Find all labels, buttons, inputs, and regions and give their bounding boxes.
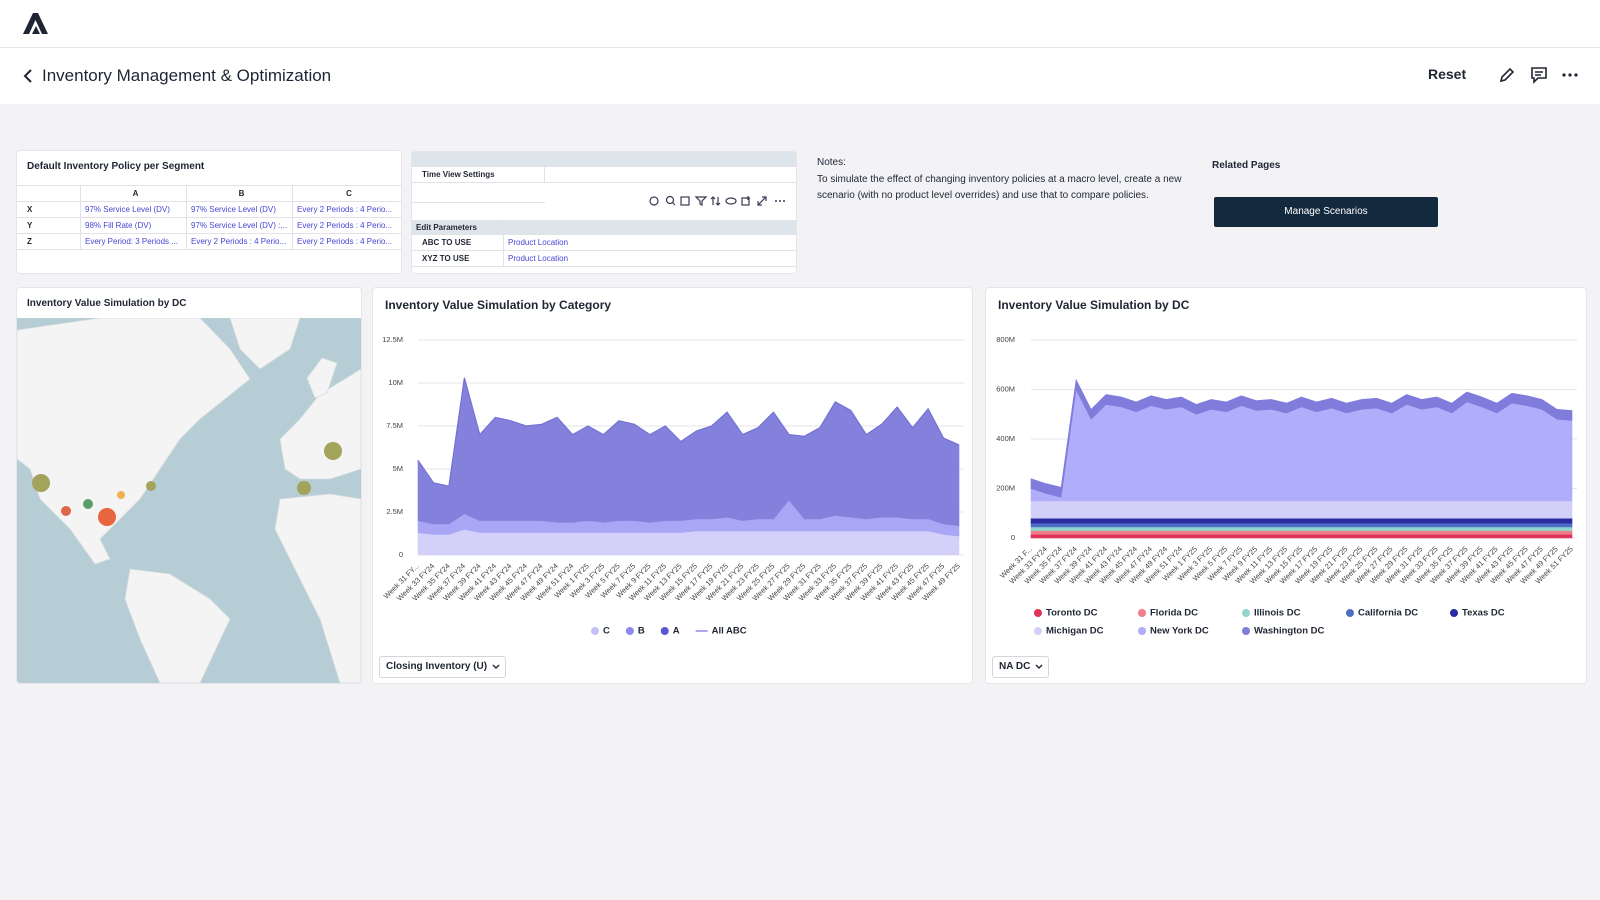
dropdown-label: Closing Inventory (U) [386, 661, 487, 672]
y-tick-label: 0 [399, 550, 403, 559]
legend-label: Michigan DC [1046, 626, 1104, 637]
y-tick-label: 0 [1011, 533, 1015, 542]
legend-dot [1034, 627, 1042, 635]
chevron [1035, 664, 1043, 670]
plot [418, 378, 959, 555]
legend-dot [1346, 609, 1354, 617]
legend-label: Texas DC [1462, 608, 1505, 619]
legend-label: California DC [1358, 608, 1418, 619]
legend-label: Washington DC [1254, 626, 1324, 637]
legend-label: Florida DC [1150, 608, 1198, 619]
legend-dot [661, 627, 669, 635]
area [1031, 523, 1572, 527]
measure-dropdown[interactable]: Closing Inventory (U) [379, 656, 506, 678]
y-tick-label: 800M [996, 335, 1015, 344]
legend-label: Illinois DC [1254, 608, 1301, 619]
y-tick-label: 2.5M [386, 507, 403, 516]
area [418, 529, 959, 555]
y-tick-label: 10M [388, 378, 403, 387]
legend-dot [626, 627, 634, 635]
y-tick-label: 600M [996, 384, 1015, 393]
dropdown-label: NA DC [999, 661, 1030, 672]
y-tick-label: 5M [393, 464, 403, 473]
legend-label: B [638, 626, 645, 637]
chevron [492, 664, 500, 670]
area [1031, 518, 1572, 523]
area [1031, 534, 1572, 538]
legend-dot [1034, 609, 1042, 617]
legend-dot [1450, 609, 1458, 617]
y-tick-label: 400M [996, 434, 1015, 443]
legend-label: A [673, 626, 680, 637]
legend-dot [1242, 609, 1250, 617]
plot [1031, 380, 1572, 538]
area [1031, 531, 1572, 535]
legend-dot [591, 627, 599, 635]
y-tick-label: 200M [996, 483, 1015, 492]
area [418, 378, 959, 526]
chart-title: Inventory Value Simulation by DC [998, 298, 1190, 312]
legend-label: C [603, 626, 610, 637]
y-tick-label: 12.5M [382, 335, 403, 344]
legend-label: Toronto DC [1046, 608, 1098, 619]
legend-label: All ABC [712, 626, 747, 637]
legend-dot [1138, 609, 1146, 617]
y-tick-label: 7.5M [386, 421, 403, 430]
dc-dropdown[interactable]: NA DC [992, 656, 1049, 678]
legend-dot [1242, 627, 1250, 635]
legend-dot [1138, 627, 1146, 635]
area [1031, 527, 1572, 531]
legend-label: New York DC [1150, 626, 1209, 637]
chart-title: Inventory Value Simulation by Category [385, 298, 611, 312]
area [1031, 501, 1572, 518]
